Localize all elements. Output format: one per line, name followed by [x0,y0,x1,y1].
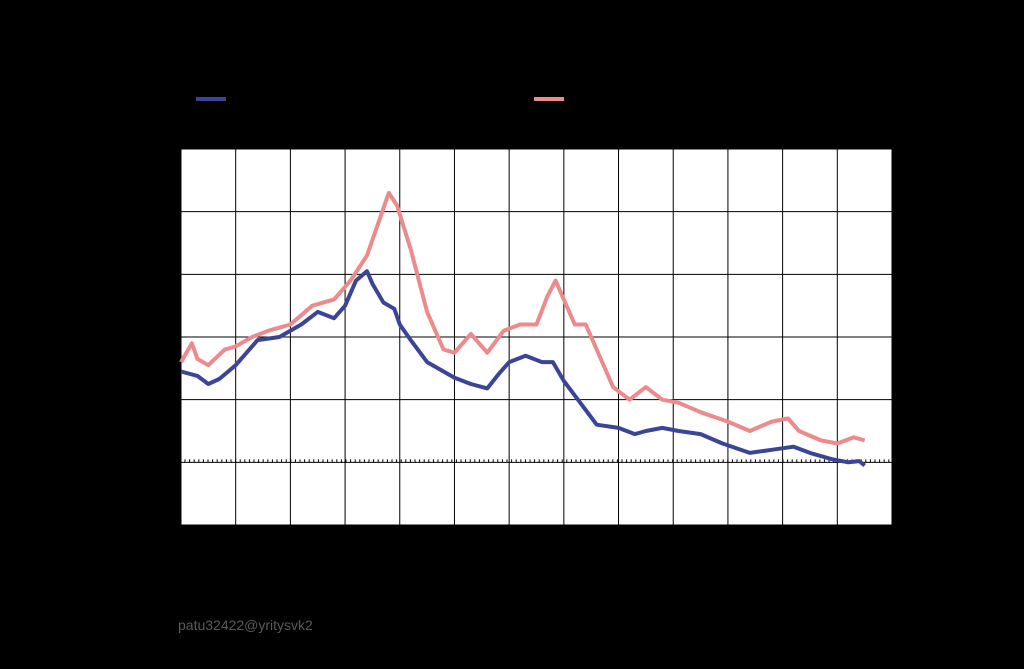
footer-credit: patu32422@yritysvk2 [178,617,313,633]
series-lines [179,190,866,468]
series-b-line [179,190,866,446]
zero-line-ticks [184,459,890,463]
series-a-line [180,269,866,468]
